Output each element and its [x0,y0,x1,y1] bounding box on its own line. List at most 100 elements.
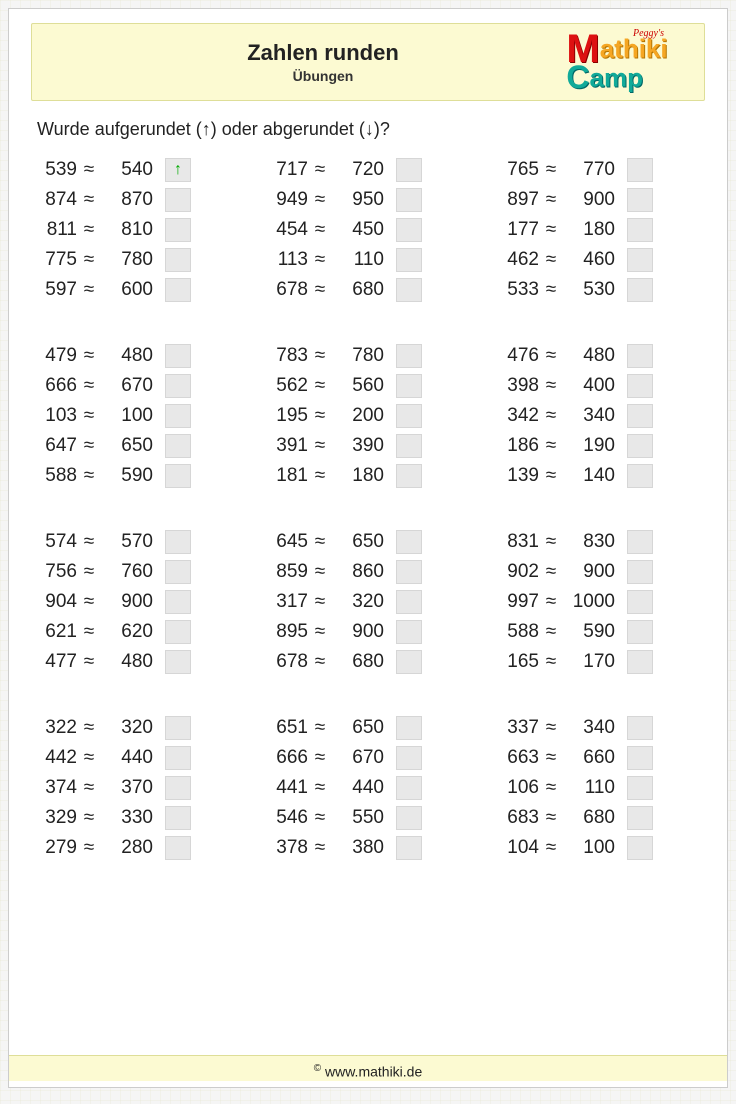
original-number: 342 [499,405,539,427]
approx-symbol: ≈ [312,375,328,397]
exercise-row: 477≈480 [37,650,237,674]
answer-box[interactable] [627,776,653,800]
answer-box[interactable] [396,836,422,860]
answer-box[interactable] [165,776,191,800]
answer-box[interactable] [627,620,653,644]
original-number: 279 [37,837,77,859]
rounded-number: 600 [101,279,153,301]
answer-box[interactable] [396,746,422,770]
answer-box[interactable] [165,836,191,860]
answer-box[interactable] [396,404,422,428]
answer-box[interactable]: ↑ [165,158,191,182]
answer-box[interactable] [627,374,653,398]
approx-symbol: ≈ [312,561,328,583]
exercise-block: 479≈480666≈670103≈100647≈650588≈590 [37,344,237,488]
answer-box[interactable] [396,530,422,554]
exercise-block: 831≈830902≈900997≈1000588≈590165≈170 [499,530,699,674]
answer-box[interactable] [165,590,191,614]
answer-box[interactable] [165,650,191,674]
original-number: 378 [268,837,308,859]
answer-box[interactable] [627,278,653,302]
answer-box[interactable] [396,188,422,212]
answer-box[interactable] [165,374,191,398]
approx-symbol: ≈ [312,807,328,829]
answer-box[interactable] [396,716,422,740]
answer-box[interactable] [396,806,422,830]
original-number: 398 [499,375,539,397]
answer-box[interactable] [627,464,653,488]
answer-box[interactable] [396,620,422,644]
answer-box[interactable] [165,434,191,458]
exercise-row: 874≈870 [37,188,237,212]
answer-box[interactable] [627,188,653,212]
answer-box[interactable] [165,464,191,488]
rounded-number: 570 [101,531,153,553]
answer-box[interactable] [396,158,422,182]
rounded-number: 530 [563,279,615,301]
answer-box[interactable] [396,464,422,488]
answer-box[interactable] [396,434,422,458]
answer-box[interactable] [165,806,191,830]
exercise-block: 783≈780562≈560195≈200391≈390181≈180 [268,344,468,488]
original-number: 103 [37,405,77,427]
answer-box[interactable] [165,716,191,740]
answer-box[interactable] [627,248,653,272]
rounded-number: 900 [563,561,615,583]
original-number: 329 [37,807,77,829]
answer-box[interactable] [165,218,191,242]
exercise-row: 574≈570 [37,530,237,554]
answer-box[interactable] [165,248,191,272]
answer-box[interactable] [627,650,653,674]
answer-box[interactable] [627,530,653,554]
original-number: 897 [499,189,539,211]
answer-box[interactable] [627,158,653,182]
original-number: 663 [499,747,539,769]
answer-box[interactable] [627,590,653,614]
approx-symbol: ≈ [312,717,328,739]
answer-box[interactable] [627,560,653,584]
answer-box[interactable] [165,620,191,644]
answer-box[interactable] [165,746,191,770]
exercise-row: 462≈460 [499,248,699,272]
approx-symbol: ≈ [81,837,97,859]
answer-box[interactable] [396,218,422,242]
answer-box[interactable] [396,248,422,272]
answer-box[interactable] [627,836,653,860]
rounded-number: 860 [332,561,384,583]
exercise-row: 621≈620 [37,620,237,644]
answer-box[interactable] [396,560,422,584]
original-number: 177 [499,219,539,241]
exercise-row: 902≈900 [499,560,699,584]
answer-box[interactable] [627,806,653,830]
answer-box[interactable] [627,746,653,770]
rounded-number: 280 [101,837,153,859]
approx-symbol: ≈ [543,651,559,673]
original-number: 775 [37,249,77,271]
answer-box[interactable] [396,278,422,302]
answer-box[interactable] [627,716,653,740]
answer-box[interactable] [165,530,191,554]
answer-box[interactable] [165,188,191,212]
answer-box[interactable] [627,404,653,428]
answer-box[interactable] [396,776,422,800]
answer-box[interactable] [165,560,191,584]
answer-box[interactable] [627,344,653,368]
answer-box[interactable] [165,278,191,302]
answer-box[interactable] [627,218,653,242]
answer-box[interactable] [396,374,422,398]
answer-box[interactable] [396,650,422,674]
exercise-block: 337≈340663≈660106≈110683≈680104≈100 [499,716,699,860]
rounded-number: 900 [332,621,384,643]
original-number: 454 [268,219,308,241]
exercise-row: 398≈400 [499,374,699,398]
answer-box[interactable] [627,434,653,458]
rounded-number: 900 [563,189,615,211]
exercise-row: 195≈200 [268,404,468,428]
rounded-number: 440 [332,777,384,799]
answer-box[interactable] [396,344,422,368]
rounded-number: 340 [563,717,615,739]
rounded-number: 950 [332,189,384,211]
answer-box[interactable] [165,344,191,368]
answer-box[interactable] [396,590,422,614]
answer-box[interactable] [165,404,191,428]
